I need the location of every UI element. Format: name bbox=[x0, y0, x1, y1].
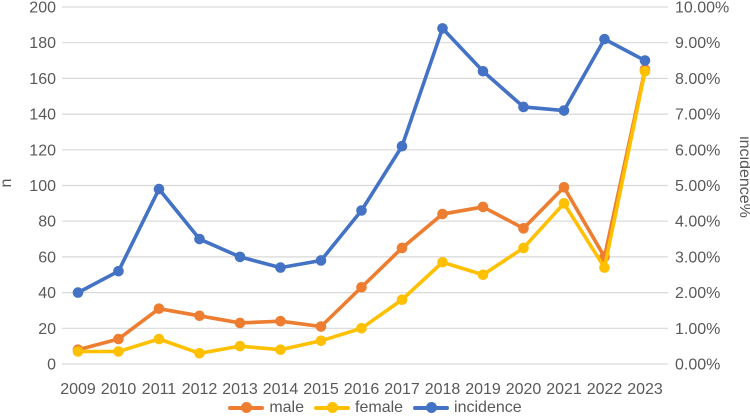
x-axis-tick-label: 2011 bbox=[142, 381, 177, 398]
y-axis-right-tick-label: 7.00% bbox=[675, 107, 720, 124]
female-point-2021 bbox=[558, 198, 570, 209]
incidence-point-2009 bbox=[72, 287, 84, 298]
incidence-point-2015 bbox=[315, 255, 327, 266]
y-axis-title-right: incidence% bbox=[736, 136, 750, 218]
female-point-2009 bbox=[72, 346, 84, 357]
y-axis-right-tick-label: 10.00% bbox=[675, 0, 729, 17]
legend: male female incidence bbox=[0, 397, 750, 418]
y-axis-right-tick-label: 4.00% bbox=[675, 214, 720, 231]
x-axis-tick-label: 2014 bbox=[263, 381, 299, 398]
female-point-2022 bbox=[599, 262, 610, 273]
y-axis-left-tick-label: 60 bbox=[38, 249, 56, 266]
female-point-2018 bbox=[437, 256, 448, 268]
y-axis-left-tick-label: 20 bbox=[38, 321, 56, 338]
x-axis-tick-label: 2017 bbox=[384, 381, 420, 398]
female-point-2023 bbox=[639, 65, 651, 77]
female-legend-marker-icon bbox=[314, 402, 351, 413]
incidence-point-2021 bbox=[558, 105, 570, 116]
male-point-2016 bbox=[356, 281, 367, 293]
female-point-2019 bbox=[477, 269, 489, 281]
x-axis-tick-label: 2022 bbox=[587, 381, 623, 398]
y-axis-right-tick-label: 8.00% bbox=[675, 71, 720, 88]
y-axis-left-tick-label: 40 bbox=[38, 285, 56, 302]
legend-item-female: female bbox=[314, 399, 403, 417]
x-axis-tick-label: 2010 bbox=[101, 381, 137, 398]
y-axis-left-tick-label: 140 bbox=[29, 107, 56, 124]
incidence-point-2022 bbox=[599, 33, 610, 45]
y-axis-right-tick-label: 9.00% bbox=[675, 35, 720, 52]
incidence-point-2017 bbox=[396, 140, 408, 152]
incidence-point-2020 bbox=[518, 101, 529, 113]
male-point-2015 bbox=[315, 321, 327, 332]
male-legend-marker-icon bbox=[228, 402, 265, 413]
female-point-2016 bbox=[356, 323, 367, 334]
male-point-2014 bbox=[275, 315, 286, 327]
y-axis-left-tick-label: 160 bbox=[29, 71, 56, 88]
x-axis-tick-label: 2012 bbox=[182, 381, 218, 398]
male-point-2010 bbox=[113, 333, 124, 345]
female-point-2011 bbox=[153, 333, 165, 345]
x-axis-tick-label: 2009 bbox=[60, 381, 96, 398]
male-point-2012 bbox=[194, 310, 205, 322]
y-axis-right-tick-label: 6.00% bbox=[675, 142, 720, 159]
female-point-2020 bbox=[518, 242, 529, 254]
legend-label-male: male bbox=[269, 398, 305, 416]
male-point-2019 bbox=[477, 201, 489, 213]
female-point-2014 bbox=[275, 344, 286, 356]
y-axis-left-tick-label: 200 bbox=[29, 0, 56, 17]
legend-item-male: male bbox=[228, 399, 304, 417]
x-axis-tick-label: 2015 bbox=[303, 381, 339, 398]
y-axis-left-tick-label: 180 bbox=[29, 35, 56, 52]
incidence-point-2013 bbox=[234, 251, 246, 263]
incidence-point-2018 bbox=[437, 23, 448, 34]
incidence-point-2019 bbox=[477, 65, 489, 77]
incidence-line bbox=[76, 26, 647, 295]
female-point-2017 bbox=[396, 294, 408, 306]
y-axis-right-tick-label: 0.00% bbox=[675, 357, 720, 374]
y-axis-right-tick-label: 1.00% bbox=[675, 321, 720, 338]
y-axis-left-tick-label: 100 bbox=[29, 178, 56, 195]
male-point-2021 bbox=[558, 181, 570, 193]
y-axis-left-tick-label: 120 bbox=[29, 142, 56, 159]
x-axis-tick-label: 2013 bbox=[222, 381, 258, 398]
female-point-2010 bbox=[113, 346, 124, 357]
x-axis-tick-label: 2018 bbox=[425, 381, 461, 398]
y-axis-title-left: n bbox=[0, 179, 15, 188]
incidence-point-2016 bbox=[356, 205, 367, 216]
incidence-point-2023 bbox=[639, 55, 651, 66]
incidence-point-2012 bbox=[194, 233, 205, 245]
incidence-point-2014 bbox=[275, 262, 286, 273]
male-point-2018 bbox=[437, 208, 448, 220]
male-point-2013 bbox=[234, 317, 246, 329]
y-axis-right-tick-label: 2.00% bbox=[675, 285, 720, 302]
legend-label-female: female bbox=[355, 398, 404, 416]
female-point-2015 bbox=[315, 335, 327, 347]
incidence-point-2010 bbox=[113, 265, 124, 277]
y-axis-right-tick-label: 5.00% bbox=[675, 178, 720, 195]
incidence-point-2011 bbox=[153, 183, 165, 195]
y-axis-left-tick-label: 0 bbox=[47, 357, 56, 374]
x-axis-tick-label: 2019 bbox=[465, 381, 501, 398]
female-point-2012 bbox=[194, 347, 205, 359]
x-axis-tick-label: 2016 bbox=[344, 381, 380, 398]
legend-label-incidence: incidence bbox=[454, 398, 522, 416]
male-point-2017 bbox=[396, 242, 408, 254]
female-point-2013 bbox=[234, 340, 246, 352]
x-axis-tick-label: 2021 bbox=[546, 381, 582, 398]
legend-item-incidence: incidence bbox=[413, 399, 522, 417]
incidence-legend-marker-icon bbox=[413, 402, 450, 413]
y-axis-right-tick-label: 3.00% bbox=[675, 249, 720, 266]
x-axis-tick-label: 2020 bbox=[506, 381, 542, 398]
x-axis-tick-label: 2023 bbox=[627, 381, 663, 398]
male-point-2011 bbox=[153, 303, 165, 314]
y-axis-left-tick-label: 80 bbox=[38, 214, 56, 231]
male-point-2020 bbox=[518, 223, 529, 234]
